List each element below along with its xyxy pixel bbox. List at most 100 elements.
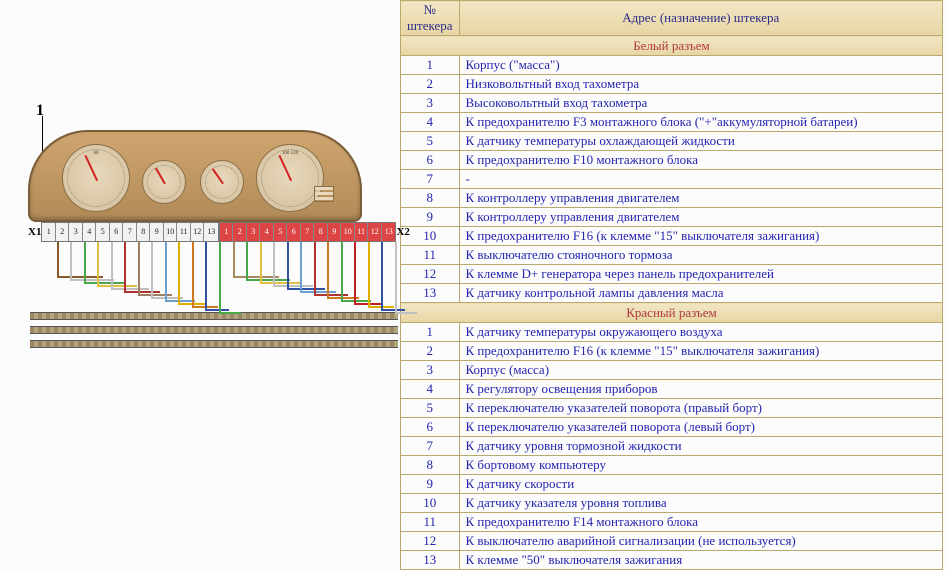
cell-desc: К клемме D+ генератора через панель пред… <box>459 265 943 284</box>
connector-pin: 13 <box>204 223 218 241</box>
table-row: 11К выключателю стояночного тормоза <box>401 246 943 265</box>
table-row: 3Корпус (масса) <box>401 361 943 380</box>
cell-num: 2 <box>401 75 460 94</box>
wire-run <box>84 282 126 284</box>
cell-desc: К предохранителю F16 (к клемме "15" выкл… <box>459 227 943 246</box>
table-row: 5К датчику температуры охлаждающей жидко… <box>401 132 943 151</box>
cell-desc: К переключателю указателей поворота (пра… <box>459 399 943 418</box>
connector-pin: 1 <box>220 223 234 241</box>
connectors-row: X1 12345678910111213 12345678910111213 X… <box>28 222 400 242</box>
cell-desc: К контроллеру управления двигателем <box>459 208 943 227</box>
wire-run <box>233 276 279 278</box>
table-row: 6К предохранителю F10 монтажного блока <box>401 151 943 170</box>
wire <box>314 242 316 294</box>
connector-pin: 5 <box>274 223 288 241</box>
cell-num: 9 <box>401 475 460 494</box>
connector-pin: 4 <box>260 223 274 241</box>
wire <box>70 242 72 279</box>
wire <box>354 242 356 303</box>
connector-pin: 8 <box>137 223 151 241</box>
cell-desc: К бортовому компьютеру <box>459 456 943 475</box>
cell-desc: Корпус ("масса") <box>459 56 943 75</box>
connector-pin: 10 <box>341 223 355 241</box>
cell-num: 11 <box>401 513 460 532</box>
cell-num: 6 <box>401 151 460 170</box>
connector-pin: 6 <box>287 223 301 241</box>
cell-num: 10 <box>401 494 460 513</box>
cell-desc: К предохранителю F3 монтажного блока ("+… <box>459 113 943 132</box>
cell-num: 13 <box>401 284 460 303</box>
cell-desc: Корпус (масса) <box>459 361 943 380</box>
wire <box>192 242 194 306</box>
cell-num: 4 <box>401 113 460 132</box>
cell-num: 12 <box>401 265 460 284</box>
connector-pin: 3 <box>69 223 83 241</box>
table-row: 13К клемме "50" выключателя зажигания <box>401 551 943 570</box>
cell-desc: К выключателю аварийной сигнализации (не… <box>459 532 943 551</box>
wire <box>287 242 289 288</box>
table-row: 8К контроллеру управления двигателем <box>401 189 943 208</box>
table-row: 3Высоковольтный вход тахометра <box>401 94 943 113</box>
cell-desc: К предохранителю F10 монтажного блока <box>459 151 943 170</box>
wire <box>151 242 153 297</box>
wire-run <box>97 285 137 287</box>
wire <box>395 242 397 312</box>
cell-num: 12 <box>401 532 460 551</box>
wire-run <box>111 288 149 290</box>
wire <box>138 242 140 294</box>
connector-pin: 11 <box>177 223 191 241</box>
gauge-fuel <box>200 160 244 204</box>
table-row: 9К датчику скорости <box>401 475 943 494</box>
table-row: 2Низковольтный вход тахометра <box>401 75 943 94</box>
cell-desc: К датчику скорости <box>459 475 943 494</box>
wires-area <box>28 242 400 362</box>
cell-desc: Высоковольтный вход тахометра <box>459 94 943 113</box>
wire <box>205 242 207 309</box>
wire-run <box>287 288 325 290</box>
wire <box>124 242 126 291</box>
cell-desc: К датчику контрольной лампы давления мас… <box>459 284 943 303</box>
cell-desc: К контроллеру управления двигателем <box>459 189 943 208</box>
cell-desc: К предохранителю F14 монтажного блока <box>459 513 943 532</box>
connector-pin: 8 <box>314 223 328 241</box>
cluster-wrap: 1 60 100 120 X1 12345678910111213 <box>28 130 400 362</box>
table-pane: № штекера Адрес (назначение) штекера Бел… <box>400 0 947 522</box>
cell-desc: - <box>459 170 943 189</box>
cell-num: 6 <box>401 418 460 437</box>
cell-desc: Низковольтный вход тахометра <box>459 75 943 94</box>
table-row: 13К датчику контрольной лампы давления м… <box>401 284 943 303</box>
cell-num: 1 <box>401 56 460 75</box>
connector-pin: 1 <box>42 223 56 241</box>
cell-num: 3 <box>401 94 460 113</box>
section-header: Белый разъем <box>401 36 943 56</box>
wire-run <box>246 279 290 281</box>
connector-pin: 11 <box>355 223 369 241</box>
wire <box>381 242 383 309</box>
cell-num: 1 <box>401 323 460 342</box>
table-row: 5К переключателю указателей поворота (пр… <box>401 399 943 418</box>
wire <box>165 242 167 300</box>
cable-band <box>30 326 398 334</box>
table-row: 7К датчику уровня тормозной жидкости <box>401 437 943 456</box>
wire-run <box>300 291 336 293</box>
table-row: 4К предохранителю F3 монтажного блока ("… <box>401 113 943 132</box>
cell-desc: К предохранителю F16 (к клемме "15" выкл… <box>459 342 943 361</box>
wire <box>246 242 248 279</box>
connector-pin: 3 <box>247 223 261 241</box>
cell-desc: К выключателю стояночного тормоза <box>459 246 943 265</box>
table-row: 4К регулятору освещения приборов <box>401 380 943 399</box>
wire <box>219 242 221 312</box>
table-row: 1Корпус ("масса") <box>401 56 943 75</box>
cell-num: 2 <box>401 342 460 361</box>
section-header: Красный разъем <box>401 303 943 323</box>
cell-desc: К переключателю указателей поворота (лев… <box>459 418 943 437</box>
wire <box>178 242 180 303</box>
wire <box>233 242 235 276</box>
wire-run <box>260 282 302 284</box>
wire <box>111 242 113 288</box>
wire-run <box>395 312 417 314</box>
wire <box>368 242 370 306</box>
wire <box>300 242 302 291</box>
wire-run <box>70 279 114 281</box>
cell-num: 5 <box>401 399 460 418</box>
